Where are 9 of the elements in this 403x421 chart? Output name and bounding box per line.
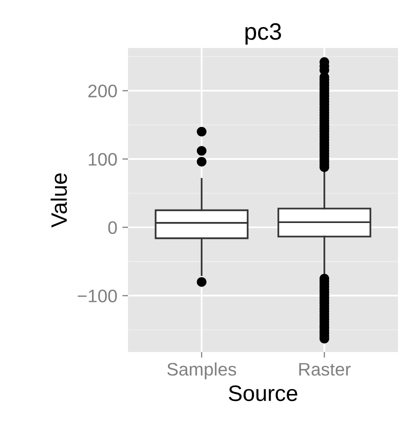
y-tick-label: 100 <box>88 152 117 166</box>
y-tick-label: 200 <box>88 84 117 98</box>
x-tick-label: Raster <box>299 363 351 376</box>
chart-title: pc3 <box>245 23 281 45</box>
y-tick-label: −100 <box>78 290 117 302</box>
y-tick-label: 0 <box>108 221 117 234</box>
y-axis-title: Value <box>50 173 67 228</box>
x-axis-title: Source <box>228 385 298 402</box>
x-tick-label: Samples <box>167 362 236 380</box>
